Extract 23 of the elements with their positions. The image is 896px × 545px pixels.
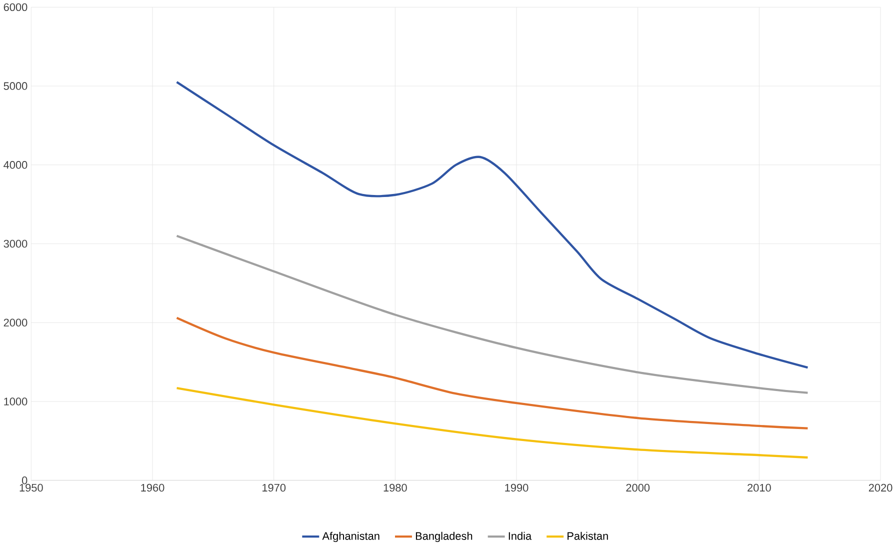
y-tick-label: 2000 (4, 318, 28, 326)
legend-label: Bangladesh (416, 532, 472, 542)
y-tick-label: 4000 (4, 160, 28, 169)
x-tick-label: 1980 (384, 484, 407, 492)
legend-label: Pakistan (568, 532, 608, 540)
line-series (176, 234, 809, 394)
x-tick-label: 1960 (141, 484, 164, 492)
x-tick-label: 1970 (262, 484, 286, 492)
y-tick-label: 1000 (4, 398, 28, 406)
x-tick-label: 2010 (748, 484, 771, 492)
legend-label: India (508, 532, 532, 540)
x-tick-label: 1990 (505, 484, 528, 492)
y-tick-label: 5000 (4, 82, 28, 90)
line-series (176, 386, 809, 458)
line-series (176, 316, 809, 430)
line-series (176, 80, 809, 369)
x-tick-label: 2000 (626, 484, 650, 492)
y-tick-label: 6000 (4, 3, 28, 11)
y-tick-label: 3000 (4, 240, 28, 248)
x-tick-label: 2020 (868, 484, 892, 492)
x-tick-label: 1950 (20, 484, 43, 492)
legend-label: Afghanistan (322, 532, 380, 542)
y-tick-label: 0 (22, 476, 28, 484)
